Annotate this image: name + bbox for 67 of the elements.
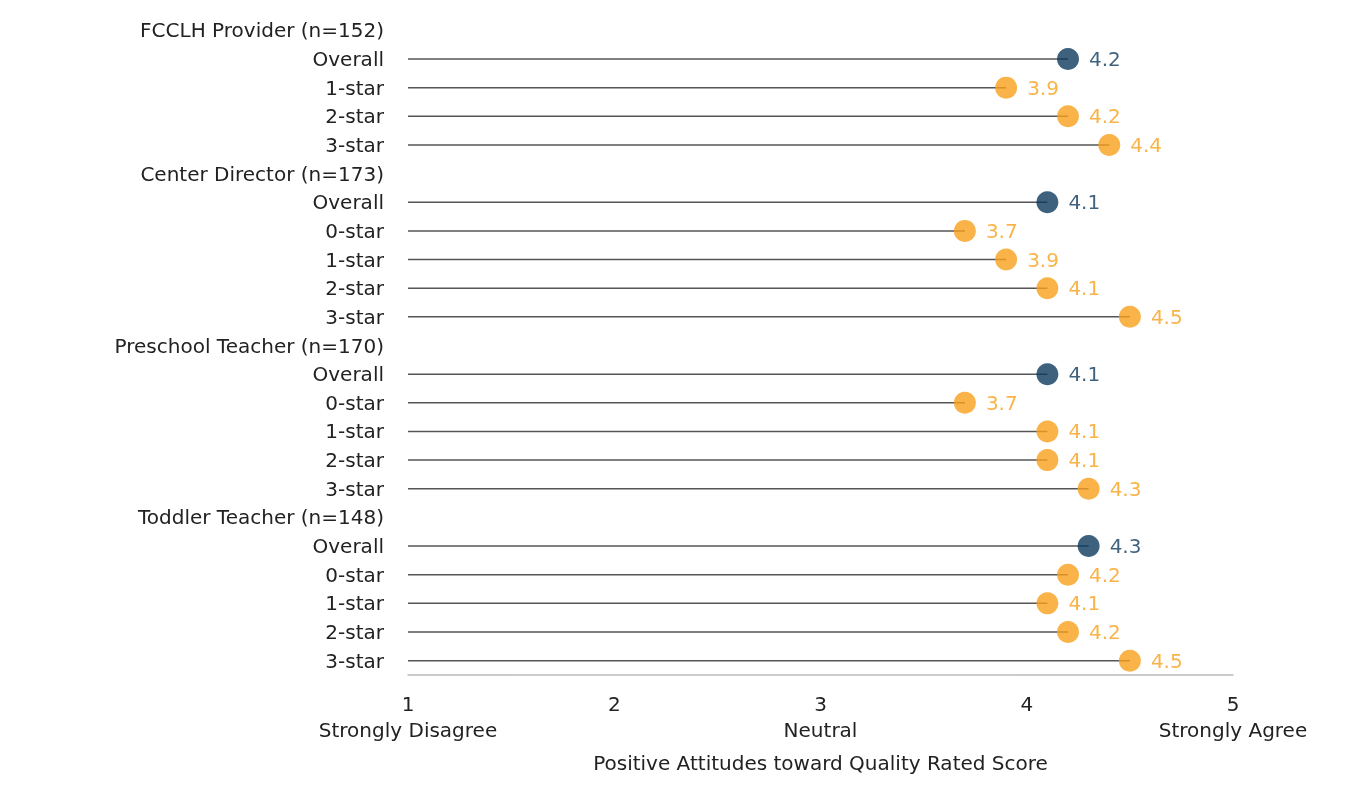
- y-tick-label: 1-star: [325, 247, 385, 272]
- y-tick-label: 2-star: [325, 620, 385, 645]
- x-tick-label: 5 Strongly Agree: [1158, 692, 1308, 742]
- y-tick-label: 1-star: [325, 591, 385, 616]
- point: [953, 219, 976, 242]
- x-tick-label: 2: [607, 692, 621, 716]
- y-tick-label: 2-star: [325, 276, 385, 301]
- y-tick-label: 3-star: [325, 304, 385, 329]
- point: [1036, 592, 1059, 615]
- point: [1118, 305, 1141, 328]
- y-tick-label: Preschool Teacher (n=170): [114, 333, 384, 358]
- data-label: 4.4: [1130, 132, 1163, 157]
- data-label: 3.9: [1027, 75, 1059, 100]
- data-label: 3.9: [1027, 247, 1059, 272]
- y-tick-label: 3-star: [325, 648, 385, 673]
- point: [1057, 621, 1079, 644]
- y-tick-label: Overall: [312, 46, 384, 71]
- y-tick-label: 0-star: [325, 562, 385, 587]
- point: [1057, 47, 1079, 70]
- y-tick-label: Toddler Teacher (n=148): [136, 505, 384, 530]
- x-tick-label: 3 Neutral: [783, 692, 858, 742]
- data-label: 4.1: [1068, 190, 1101, 215]
- point: [1036, 363, 1059, 386]
- y-tick-label: 3-star: [325, 476, 385, 501]
- data-label: 4.2: [1089, 620, 1121, 645]
- point: [1036, 277, 1059, 300]
- data-label: 4.1: [1068, 362, 1101, 387]
- y-tick-label: Center Director (n=173): [140, 161, 384, 186]
- data-label: 4.1: [1068, 448, 1101, 473]
- y-tick-label: 3-star: [325, 132, 385, 157]
- point: [953, 391, 976, 414]
- y-tick-label: FCCLH Provider (n=152): [140, 18, 384, 43]
- y-tick-label: Overall: [312, 362, 384, 387]
- y-tick-label: 2-star: [325, 104, 385, 129]
- y-tick-label: 0-star: [325, 390, 385, 415]
- point: [1036, 449, 1059, 472]
- data-label: 3.7: [985, 390, 1018, 415]
- data-label: 4.2: [1089, 562, 1121, 587]
- y-tick-label: Overall: [312, 190, 384, 215]
- data-label: 3.7: [985, 218, 1018, 243]
- point: [995, 248, 1018, 271]
- y-tick-label: 2-star: [325, 448, 385, 473]
- data-label: 4.3: [1109, 534, 1142, 559]
- x-axis-title: Positive Attitudes toward Quality Rated Score: [593, 751, 1048, 775]
- point: [1057, 105, 1079, 128]
- y-tick-label: Overall: [312, 534, 384, 559]
- x-tick-label: 1 Strongly Disagree: [318, 692, 498, 742]
- point: [1077, 477, 1100, 500]
- y-tick-label: 1-star: [325, 75, 385, 100]
- data-label: 4.1: [1068, 591, 1101, 616]
- point: [1036, 420, 1059, 443]
- point: [1077, 535, 1100, 558]
- point: [1098, 133, 1121, 156]
- data-label: 4.3: [1109, 476, 1142, 501]
- point: [995, 76, 1018, 99]
- data-label: 4.1: [1068, 276, 1101, 301]
- data-label: 4.2: [1089, 46, 1121, 71]
- point: [1118, 649, 1141, 672]
- data-label: 4.2: [1089, 104, 1121, 129]
- x-tick-label: 4: [1020, 692, 1034, 716]
- y-tick-label: 1-star: [325, 419, 385, 444]
- point: [1036, 191, 1059, 214]
- data-label: 4.1: [1068, 419, 1101, 444]
- data-label: 4.5: [1150, 304, 1183, 329]
- y-tick-label: 0-star: [325, 218, 385, 243]
- point: [1057, 563, 1079, 586]
- data-label: 4.5: [1150, 648, 1183, 673]
